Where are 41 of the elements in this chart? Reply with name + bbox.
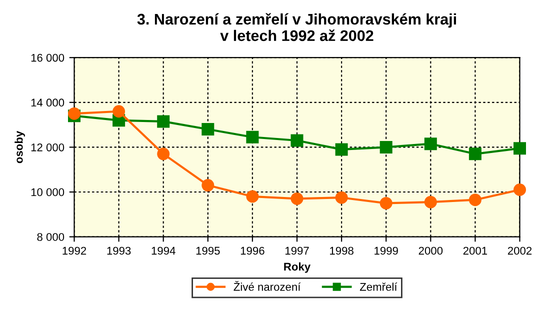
- point: [157, 115, 170, 128]
- point: [202, 179, 214, 192]
- x-tick-label: 2001: [463, 246, 488, 255]
- point: [290, 192, 304, 205]
- point: [468, 148, 482, 160]
- x-tick-label: 1993: [107, 246, 131, 255]
- x-tick-label: 1995: [196, 246, 220, 255]
- x-tick-label: 2002: [508, 246, 532, 255]
- legend-label: Živé narození: [234, 280, 301, 291]
- point: [112, 105, 126, 118]
- x-tick-label: 1997: [285, 246, 309, 255]
- point: [202, 123, 214, 136]
- point: [380, 196, 392, 210]
- y-tick-label: 14 000: [31, 98, 64, 107]
- y-tick-label: 8 000: [37, 233, 64, 241]
- x-tick-label: 1994: [152, 246, 176, 255]
- point: [290, 134, 304, 147]
- y-tick-label: 10 000: [31, 188, 64, 196]
- y-tick-label: 12 000: [31, 143, 64, 152]
- point: [246, 190, 259, 203]
- legend-label: Zemřelí: [360, 282, 398, 291]
- x-tick-label: 1998: [330, 246, 354, 255]
- point: [157, 148, 170, 160]
- y-axis-title: osoby: [14, 130, 25, 164]
- point: [335, 143, 348, 156]
- point: [68, 107, 80, 120]
- point: [424, 138, 437, 150]
- point: [335, 191, 348, 204]
- x-axis-title: Roky: [284, 262, 311, 273]
- point: [246, 130, 259, 144]
- x-tick-label: 1992: [62, 246, 86, 255]
- point: [514, 142, 526, 155]
- chart-title: 3. Narození a zemřelí v Jihomoravském kraji v letech 1992 až 2002: [137, 13, 456, 42]
- point: [468, 194, 482, 206]
- point: [424, 196, 437, 208]
- x-tick-label: 2000: [418, 246, 443, 255]
- point: [514, 184, 526, 196]
- x-tick-label: 1996: [240, 246, 264, 255]
- point: [380, 140, 392, 154]
- y-tick-label: 16 000: [31, 54, 64, 62]
- x-tick-label: 1999: [374, 246, 398, 255]
